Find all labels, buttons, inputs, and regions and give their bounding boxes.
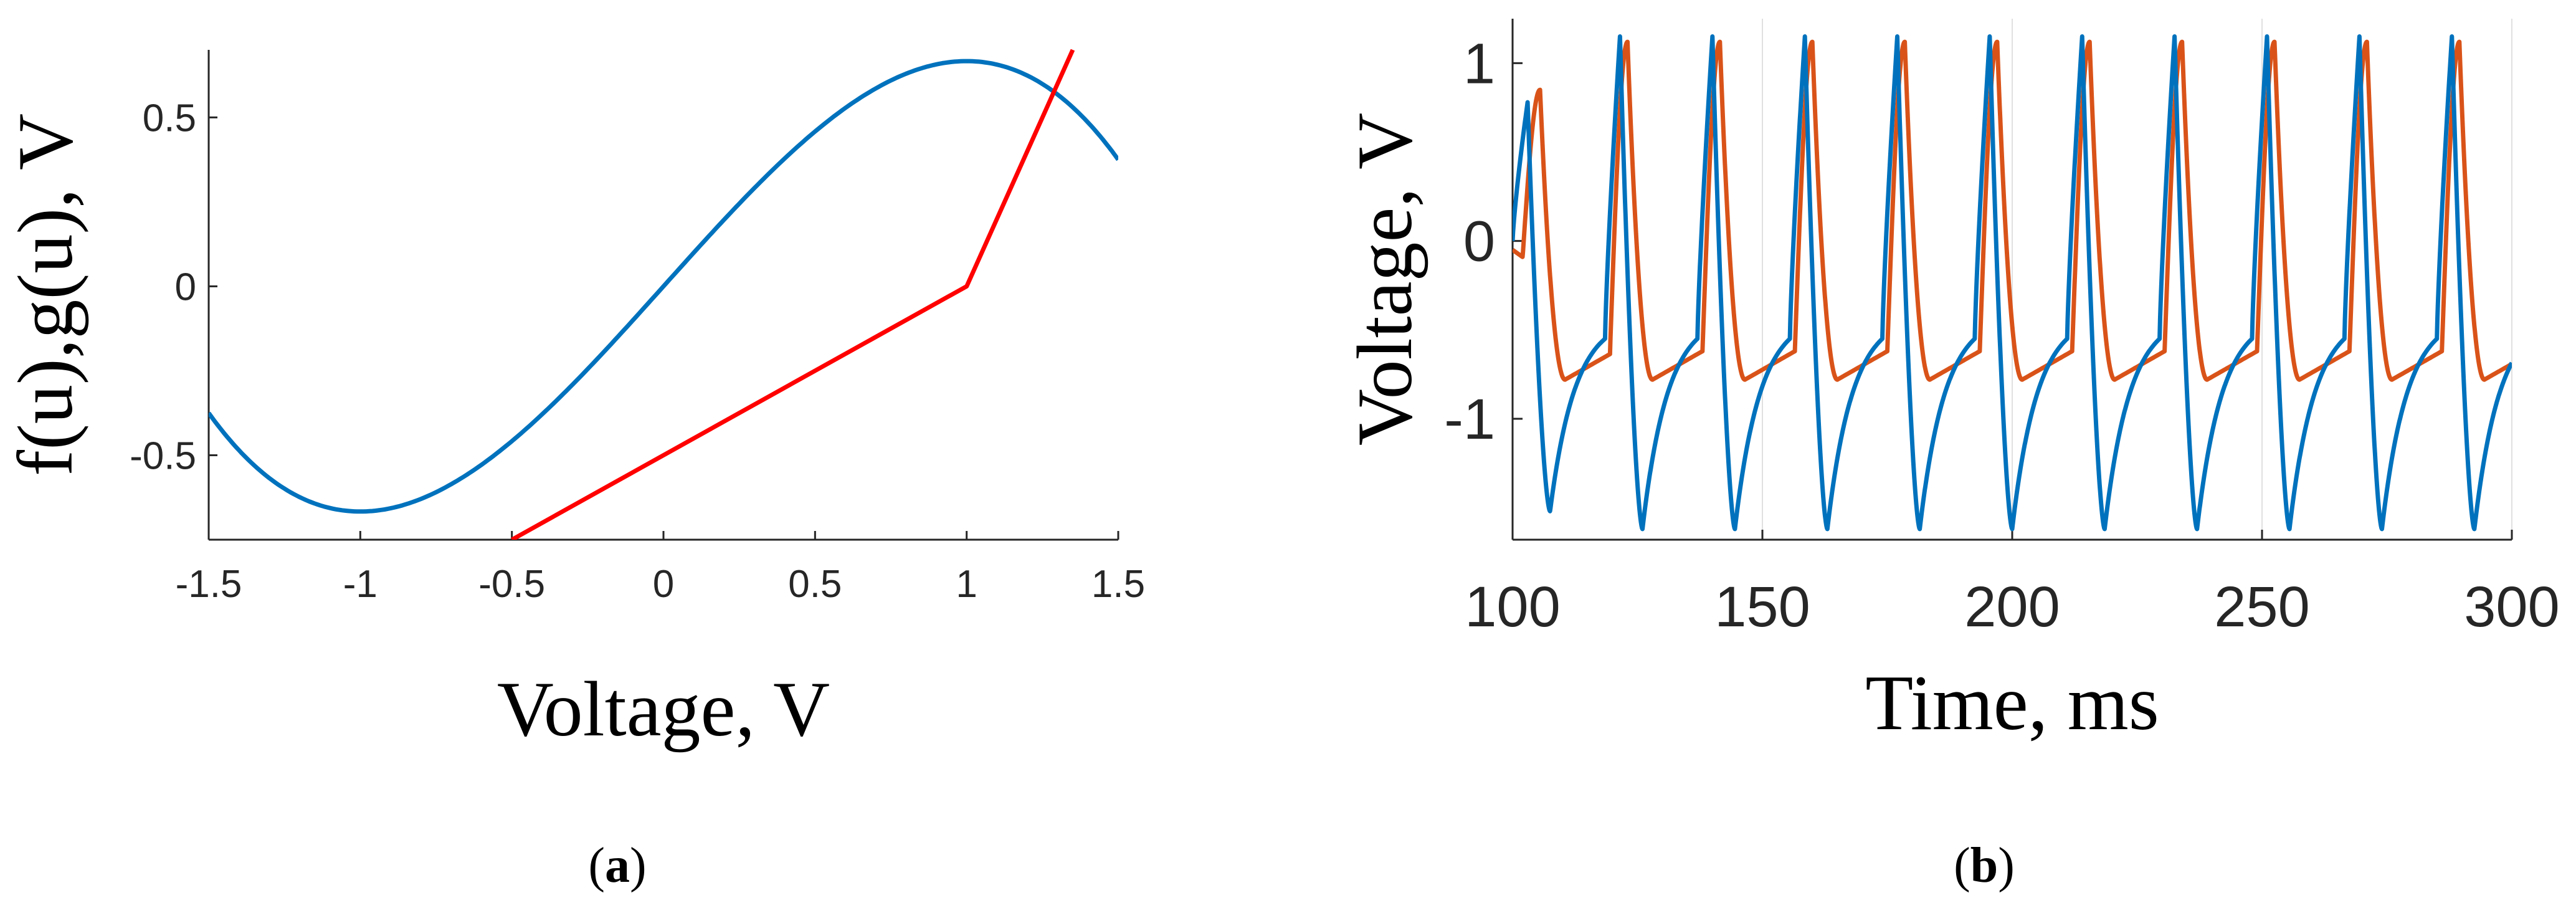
x-tick-label: 200 xyxy=(1964,575,2060,639)
tick-marks xyxy=(207,116,1119,540)
y-tick-label: -1 xyxy=(1444,388,1495,451)
tick-labels: 100 150 200 250 300 -1 0 1 xyxy=(1444,32,2560,639)
chart-panel-b: 100 150 200 250 300 -1 0 1 Time, ms Voltage, V xyxy=(1342,19,2560,747)
series-line-u1 xyxy=(1513,34,2512,532)
y-axis-label: f(u),g(u), V xyxy=(2,113,89,476)
tick-labels: -1.5 -1 -0.5 0 0.5 1 1.5 -0.5 0 0.5 xyxy=(130,97,1145,606)
x-tick-label: 0 xyxy=(653,563,674,606)
y-tick-label: 0 xyxy=(175,265,196,308)
x-tick-label: -0.5 xyxy=(478,563,545,606)
x-tick-label: 0.5 xyxy=(788,563,842,606)
panel-label-b: (b) xyxy=(1954,838,2015,893)
tick-marks xyxy=(1511,62,2513,540)
x-tick-label: -1 xyxy=(343,563,378,606)
y-tick-label: 1 xyxy=(1463,32,1495,95)
x-axis-label: Voltage, V xyxy=(497,666,830,753)
panel-label-a: (a) xyxy=(588,838,646,893)
y-tick-label: 0 xyxy=(1463,210,1495,274)
series-line-f(u) xyxy=(209,59,1118,514)
y-tick-label: -0.5 xyxy=(130,434,196,477)
x-tick-label: 100 xyxy=(1465,575,1561,639)
series-line-g(u) xyxy=(510,49,1075,540)
x-axis-label: Time, ms xyxy=(1865,660,2159,747)
x-tick-label: -1.5 xyxy=(176,563,242,606)
y-axis-label: Voltage, V xyxy=(1342,113,1428,446)
series-group xyxy=(209,49,1118,540)
chart-panel-a: -1.5 -1 -0.5 0 0.5 1 1.5 -0.5 0 0.5 Voltage, V f(… xyxy=(2,49,1145,753)
x-tick-label: 300 xyxy=(2464,575,2560,639)
x-tick-label: 150 xyxy=(1714,575,1810,639)
x-tick-label: 1 xyxy=(956,563,977,606)
x-tick-label: 1.5 xyxy=(1091,563,1145,606)
y-tick-label: 0.5 xyxy=(143,97,196,140)
series-group xyxy=(1513,34,2512,532)
x-tick-label: 250 xyxy=(2214,575,2310,639)
